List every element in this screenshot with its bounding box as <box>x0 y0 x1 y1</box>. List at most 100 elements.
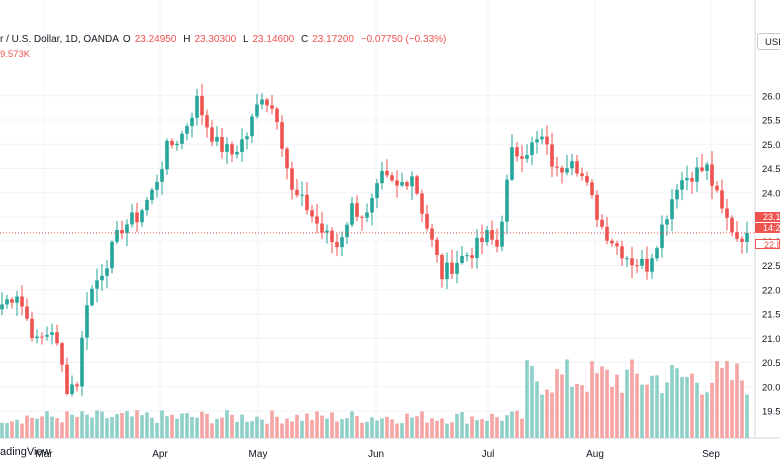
candle-body <box>135 212 139 223</box>
volume-bar <box>255 416 259 438</box>
volume-bar <box>160 410 164 438</box>
previous-close-tag: 22.8 <box>755 239 780 249</box>
candle-body <box>385 170 389 176</box>
y-tick-label: 20.50 <box>762 358 780 369</box>
countdown-tag: 14:2 <box>755 223 780 233</box>
volume-bar <box>435 420 439 438</box>
candle-body <box>125 224 129 234</box>
open-label: O <box>122 34 131 45</box>
volume-bar <box>430 418 434 438</box>
candle-body <box>80 337 84 387</box>
volume-bar <box>350 411 354 438</box>
candle-body <box>155 181 159 190</box>
candle-body <box>30 318 34 339</box>
volume-bar <box>725 361 729 438</box>
candle-body <box>505 179 509 222</box>
volume-bar <box>35 418 39 438</box>
volume-bar <box>190 416 194 438</box>
symbol-name: r / U.S. Dollar, 1D, OANDA <box>0 34 119 45</box>
y-tick-label: 24.00 <box>762 188 780 199</box>
volume-bar <box>80 411 84 438</box>
last-price-tag: 23.1 <box>755 212 780 222</box>
candle-body <box>425 213 429 229</box>
volume-bar <box>510 411 514 438</box>
y-tick-label: 21.00 <box>762 334 780 345</box>
volume-bar <box>665 382 669 438</box>
volume-bar <box>485 420 489 438</box>
candle-body <box>330 230 334 243</box>
volume-bar <box>105 418 109 438</box>
volume-bar <box>560 374 564 438</box>
volume-bar <box>300 420 304 438</box>
volume-bar <box>550 392 554 438</box>
candle-body <box>40 336 44 338</box>
candle-body <box>225 144 229 152</box>
candle-body <box>440 255 444 280</box>
candle-body <box>670 199 674 220</box>
volume-bar <box>630 359 634 438</box>
volume-bar <box>610 386 614 438</box>
volume-bar <box>500 420 504 438</box>
volume-bar <box>265 423 269 438</box>
volume-bar <box>590 361 594 438</box>
candle-body <box>450 262 454 274</box>
volume-bar <box>305 413 309 438</box>
currency-button[interactable]: USD <box>757 33 780 50</box>
candle-body <box>580 173 584 176</box>
y-tick-label: 25.00 <box>762 140 780 151</box>
volume-bar <box>735 363 739 438</box>
volume-bar <box>330 412 334 438</box>
candle-body <box>420 193 424 214</box>
volume-bar <box>245 421 249 438</box>
candle-body <box>600 219 604 227</box>
candle-body <box>25 306 29 319</box>
volume-bar <box>580 385 584 438</box>
volume-bar <box>310 419 314 438</box>
candle-body <box>20 296 24 307</box>
volume-bar <box>585 391 589 438</box>
candle-body <box>195 95 199 118</box>
candle-body <box>520 156 524 159</box>
volume-bar <box>445 423 449 438</box>
volume-bar <box>730 380 734 438</box>
candle-body <box>545 136 549 145</box>
close-label: C <box>301 34 309 45</box>
volume-bar <box>100 411 104 438</box>
candle-body <box>445 262 449 280</box>
volume-bar <box>380 418 384 438</box>
volume-bar <box>130 416 134 438</box>
volume-bar <box>70 414 74 438</box>
volume-bar <box>140 415 144 438</box>
candle-body <box>95 280 99 289</box>
volume-bar <box>530 365 534 438</box>
volume-bar <box>670 364 674 438</box>
volume-bar <box>50 416 54 438</box>
volume-bar <box>15 419 19 438</box>
volume-bar <box>85 414 89 438</box>
candle-body <box>650 258 654 272</box>
candle-body <box>55 332 59 344</box>
candle-body <box>175 143 179 146</box>
volume-bar <box>545 389 549 438</box>
tradingview-logo: adingView <box>0 446 51 458</box>
candle-body <box>150 189 154 200</box>
candle-body <box>675 189 679 200</box>
volume-bar <box>705 392 709 438</box>
volume-bar <box>315 411 319 438</box>
candle-body <box>495 239 499 247</box>
volume-bar <box>215 418 219 438</box>
volume-bar <box>415 416 419 438</box>
volume-bar <box>155 422 159 438</box>
candle-body <box>215 137 219 142</box>
volume-bar <box>455 413 459 438</box>
volume-bar <box>360 422 364 438</box>
candle-body <box>380 170 384 184</box>
candle-body <box>90 288 94 306</box>
candle-body <box>365 212 369 218</box>
candle-body <box>715 185 719 191</box>
candle-body <box>115 230 119 242</box>
candle-body <box>625 258 629 260</box>
volume-bar <box>570 386 574 438</box>
candle-body <box>235 151 239 155</box>
